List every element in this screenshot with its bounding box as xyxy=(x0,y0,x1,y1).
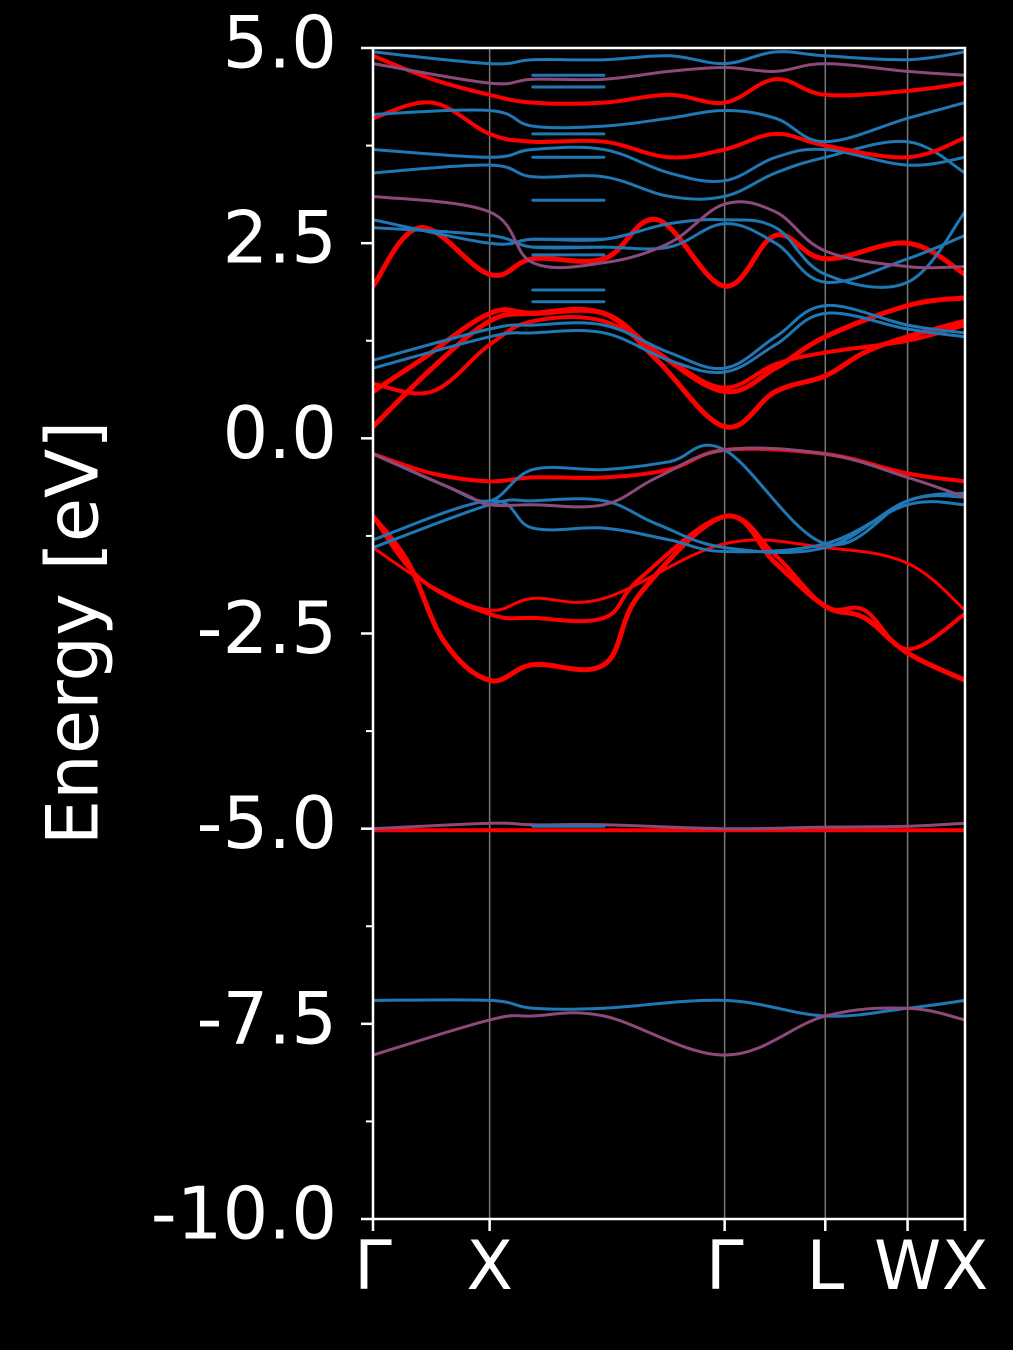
band-line xyxy=(373,139,965,201)
y-tick-label: 5.0 xyxy=(222,1,337,85)
band-line xyxy=(373,311,965,375)
y-tick-label: 2.5 xyxy=(222,196,337,280)
band-line xyxy=(373,998,965,1018)
y-tick-label: -10.0 xyxy=(151,1172,337,1256)
band-line xyxy=(373,514,965,652)
x-tick-label: X xyxy=(466,1227,513,1306)
y-tick-label: 0.0 xyxy=(222,391,337,475)
x-tick-label: L xyxy=(806,1227,844,1306)
band-line xyxy=(373,222,965,284)
band-line xyxy=(373,538,965,612)
band-line xyxy=(373,1006,965,1057)
band-line xyxy=(373,306,965,430)
y-tick-label: -5.0 xyxy=(197,781,337,865)
band-line xyxy=(373,50,965,66)
band-line xyxy=(373,101,965,144)
band-line xyxy=(373,194,965,270)
band-line xyxy=(373,446,965,509)
band-lines xyxy=(373,50,965,1057)
y-tick-label: -2.5 xyxy=(197,586,337,670)
band-line xyxy=(373,821,965,831)
band-line xyxy=(373,513,965,684)
band-line xyxy=(373,145,965,183)
x-tick-label: Γ xyxy=(706,1227,744,1306)
band-line xyxy=(373,62,965,86)
x-tick-label: X xyxy=(942,1227,989,1306)
y-axis-ticks: 5.0 2.5 0.0 -2.5 -5.0 -7.5 -10.0 xyxy=(151,1,373,1256)
band-line xyxy=(373,53,965,106)
x-tick-label: W xyxy=(874,1227,941,1306)
band-line xyxy=(373,100,965,160)
y-tick-label: -7.5 xyxy=(197,976,337,1060)
y-axis-label: Energy [eV] xyxy=(31,421,115,846)
x-tick-label: Γ xyxy=(354,1227,392,1306)
band-line xyxy=(373,304,965,371)
